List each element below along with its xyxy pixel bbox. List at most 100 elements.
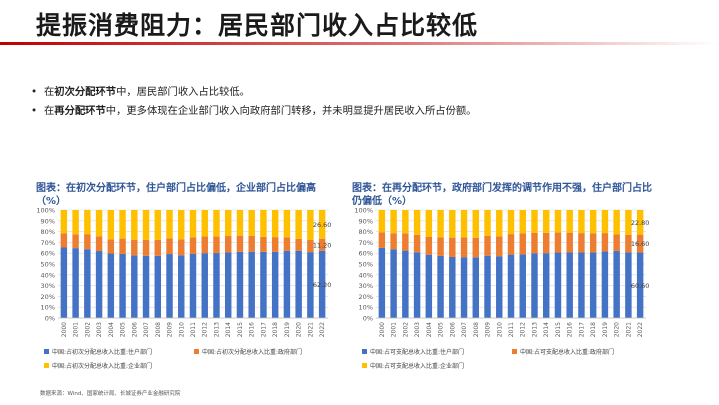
bar-segment xyxy=(154,210,162,240)
y-tick-label: 60% xyxy=(41,250,55,258)
bar-segment xyxy=(72,234,79,249)
bar-segment xyxy=(248,235,255,252)
x-tick-label: 2020 xyxy=(614,322,621,337)
bar-segment xyxy=(307,210,314,241)
bar-segment xyxy=(413,252,421,318)
y-tick-label: 90% xyxy=(41,217,55,225)
bar-segment xyxy=(201,236,208,254)
bar-segment xyxy=(437,237,444,256)
bar-segment xyxy=(248,251,255,318)
bar-segment xyxy=(271,237,279,252)
bar-segment xyxy=(84,210,91,235)
bar-segment xyxy=(613,234,620,252)
legend-swatch xyxy=(44,349,49,354)
x-tick-label: 2007 xyxy=(143,322,150,337)
x-tick-label: 2018 xyxy=(590,322,597,337)
bullet-item: 在初次分配环节中，居民部门收入占比较低。 xyxy=(28,83,698,102)
bullet-list: 在初次分配环节中，居民部门收入占比较低。 在再分配环节中，更多体现在企业部门收入… xyxy=(28,83,698,121)
x-tick-label: 2011 xyxy=(508,322,515,337)
bar-segment xyxy=(119,210,126,239)
y-tick-label: 10% xyxy=(41,304,55,312)
bar-segment xyxy=(460,257,468,318)
y-tick-label: 50% xyxy=(41,261,55,269)
bar-segment xyxy=(566,210,573,233)
chart-caption-left: 图表：在初次分配环节，住户部门占比偏低，企业部门占比偏高 （%） xyxy=(36,182,356,208)
y-tick-label: 20% xyxy=(41,293,55,301)
bar-segment xyxy=(402,233,409,251)
bar-segment xyxy=(519,254,526,318)
x-tick-label: 2006 xyxy=(449,322,456,337)
bar-segment xyxy=(390,233,397,250)
bar-segment xyxy=(166,210,173,239)
x-tick-label: 2022 xyxy=(319,322,326,337)
x-tick-label: 2014 xyxy=(225,322,232,337)
bar-segment xyxy=(413,234,421,253)
x-tick-label: 2008 xyxy=(155,322,162,337)
y-tick-label: 10% xyxy=(359,304,373,312)
chart-caption-line: 仍偏低（%） xyxy=(352,196,413,207)
bar-segment xyxy=(601,233,609,252)
x-tick-label: 2009 xyxy=(167,322,174,337)
x-tick-label: 2013 xyxy=(531,322,538,337)
bar-segment xyxy=(460,210,468,238)
bar-segment xyxy=(566,252,573,318)
x-tick-label: 2002 xyxy=(402,322,409,337)
bar-segment xyxy=(60,247,68,318)
x-tick-label: 2006 xyxy=(131,322,138,337)
bar-segment xyxy=(166,254,173,318)
y-tick-label: 0% xyxy=(363,315,373,323)
y-tick-label: 80% xyxy=(359,228,373,236)
bar-segment xyxy=(378,232,386,248)
bar-segment xyxy=(318,250,326,318)
bullet-text: 在 xyxy=(44,105,55,117)
bar-segment xyxy=(472,210,480,238)
bar-segment xyxy=(578,210,585,234)
chart-caption-right: 图表：在再分配环节，政府部门发挥的调节作用不强，住户部门占比 仍偏低（%） xyxy=(352,182,672,208)
x-tick-label: 2004 xyxy=(426,322,433,337)
bullet-text: 中，更多体现在企业部门收入向政府部门转移，并未明显提升居民收入所占份额。 xyxy=(105,105,477,117)
bar-segment xyxy=(154,239,162,256)
bar-segment xyxy=(542,253,550,318)
bar-segment xyxy=(425,254,433,318)
bar-segment xyxy=(378,210,386,233)
bar-segment xyxy=(260,210,267,237)
x-tick-label: 2007 xyxy=(461,322,468,337)
x-tick-label: 2016 xyxy=(249,322,256,337)
y-tick-label: 100% xyxy=(354,208,373,215)
bar-segment xyxy=(119,253,126,318)
bar-segment xyxy=(402,210,409,234)
bar-segment xyxy=(131,239,138,256)
bar-segment xyxy=(189,237,197,254)
bar-segment xyxy=(601,251,609,318)
legend-swatch xyxy=(194,349,199,354)
bar-segment xyxy=(437,255,444,318)
bar-segment xyxy=(166,238,173,255)
bar-segment xyxy=(295,238,302,251)
bar-segment xyxy=(107,210,115,240)
bar-segment xyxy=(507,254,515,318)
bar-segment xyxy=(589,210,597,234)
bar-segment xyxy=(213,253,220,318)
legend-label: 中国:占可支配总收入比重:企业部门 xyxy=(370,362,464,370)
bar-segment xyxy=(449,210,456,238)
bar-segment xyxy=(236,251,244,318)
bar-segment xyxy=(613,251,620,318)
y-tick-label: 90% xyxy=(359,217,373,225)
bar-segment xyxy=(307,252,314,318)
bar-segment xyxy=(236,235,244,252)
bullet-emphasis: 初次分配环节 xyxy=(54,86,117,98)
x-tick-label: 2000 xyxy=(379,322,386,337)
legend-label: 中国:占初次分配总收入比重:政府部门 xyxy=(202,348,302,356)
bar-segment xyxy=(201,210,208,237)
x-tick-label: 2017 xyxy=(260,322,267,337)
data-label: 60.60 xyxy=(631,282,650,290)
bar-segment xyxy=(142,255,150,318)
x-tick-label: 2002 xyxy=(84,322,91,337)
bar-segment xyxy=(178,239,185,256)
bar-segment xyxy=(425,237,433,255)
bar-segment xyxy=(213,210,220,237)
bar-segment xyxy=(413,210,421,235)
bar-segment xyxy=(554,210,562,233)
bar-segment xyxy=(402,250,409,318)
bullet-text: 中，居民部门收入占比较低。 xyxy=(116,86,250,98)
